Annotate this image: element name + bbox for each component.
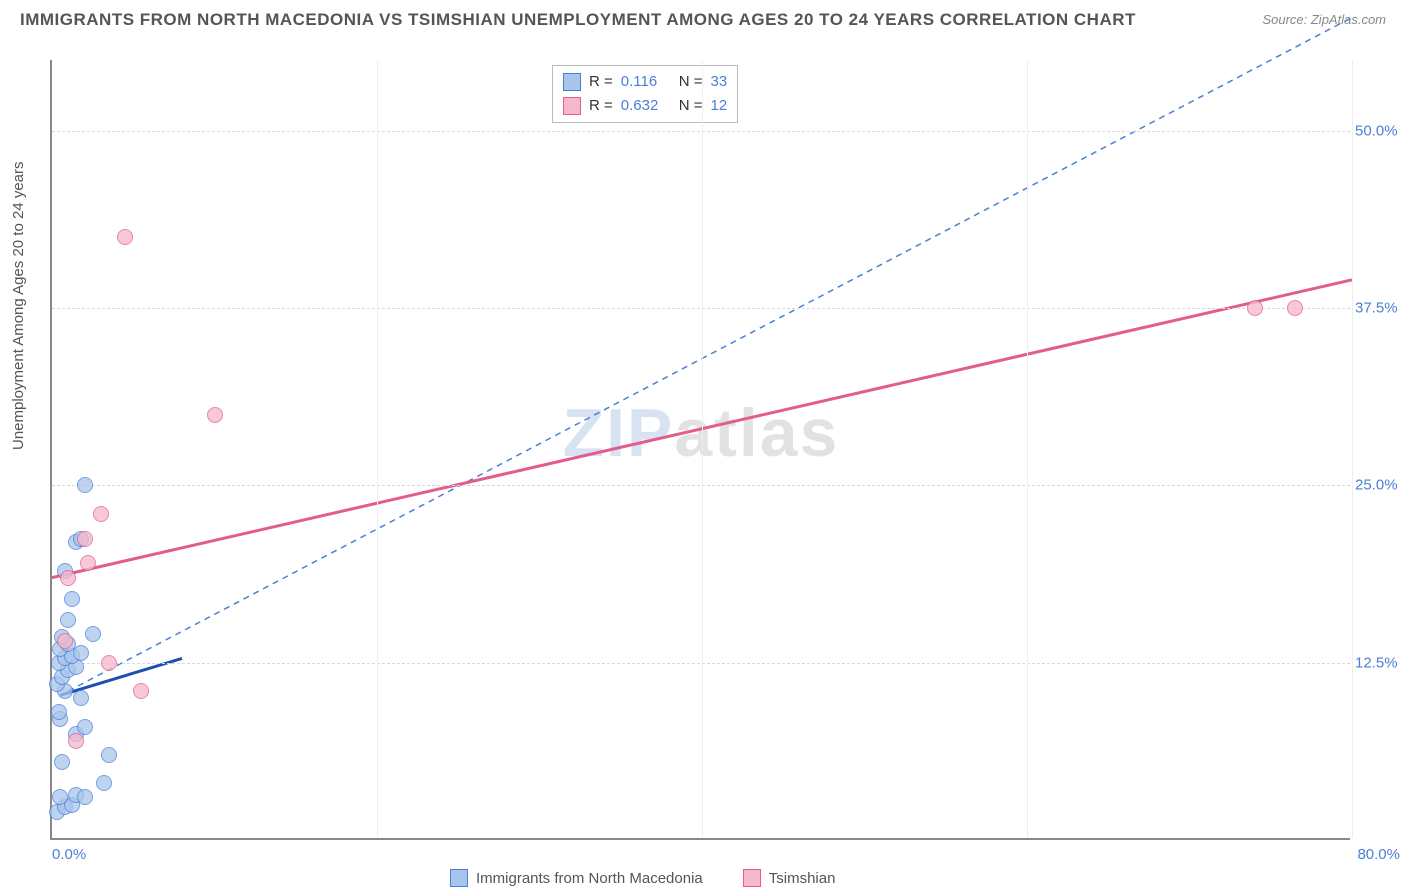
- n-value: 12: [711, 94, 728, 118]
- y-tick-label: 25.0%: [1355, 477, 1406, 494]
- n-value: 33: [711, 70, 728, 94]
- r-label: R =: [589, 70, 613, 94]
- x-tick-min: 0.0%: [52, 846, 86, 863]
- y-tick-label: 12.5%: [1355, 654, 1406, 671]
- gridline-h: [52, 131, 1350, 132]
- data-point: [77, 531, 93, 547]
- legend-series-label: Immigrants from North Macedonia: [476, 870, 703, 887]
- data-point: [68, 733, 84, 749]
- gridline-v: [702, 60, 703, 838]
- data-point: [207, 407, 223, 423]
- gridline-v: [1027, 60, 1028, 838]
- r-value: 0.116: [621, 70, 671, 94]
- gridline-h: [52, 485, 1350, 486]
- y-axis-label: Unemployment Among Ages 20 to 24 years: [10, 161, 27, 450]
- data-point: [80, 555, 96, 571]
- gridline-h: [52, 663, 1350, 664]
- legend-series-item: Tsimshian: [743, 869, 836, 887]
- data-point: [77, 477, 93, 493]
- n-label: N =: [679, 70, 703, 94]
- legend-series-label: Tsimshian: [769, 870, 836, 887]
- data-point: [85, 626, 101, 642]
- data-point: [73, 690, 89, 706]
- legend-swatch: [563, 73, 581, 91]
- data-point: [101, 747, 117, 763]
- legend-swatch: [743, 869, 761, 887]
- data-point: [60, 612, 76, 628]
- y-tick-label: 50.0%: [1355, 122, 1406, 139]
- legend-swatch: [450, 869, 468, 887]
- lines-layer: [52, 60, 1350, 838]
- data-point: [1247, 300, 1263, 316]
- r-label: R =: [589, 94, 613, 118]
- r-value: 0.632: [621, 94, 671, 118]
- legend-swatch: [563, 97, 581, 115]
- source-label: Source: ZipAtlas.com: [1262, 12, 1386, 27]
- legend-stats: R = 0.116 N = 33 R = 0.632 N = 12: [552, 65, 738, 123]
- chart-title: IMMIGRANTS FROM NORTH MACEDONIA VS TSIMS…: [20, 10, 1136, 30]
- data-point: [93, 506, 109, 522]
- plot-area: ZIPatlas R =0.116N =33R =0.632N =12 0.0%…: [50, 60, 1350, 840]
- legend-series-item: Immigrants from North Macedonia: [450, 869, 703, 887]
- x-tick-max: 80.0%: [1357, 846, 1400, 863]
- data-point: [101, 655, 117, 671]
- data-point: [77, 789, 93, 805]
- gridline-v: [1352, 60, 1353, 838]
- y-tick-label: 37.5%: [1355, 300, 1406, 317]
- gridline-h: [52, 308, 1350, 309]
- data-point: [51, 704, 67, 720]
- data-point: [54, 754, 70, 770]
- data-point: [60, 570, 76, 586]
- data-point: [117, 229, 133, 245]
- legend-series: Immigrants from North Macedonia Tsimshian: [450, 869, 835, 887]
- data-point: [64, 591, 80, 607]
- data-point: [1287, 300, 1303, 316]
- data-point: [52, 789, 68, 805]
- gridline-v: [377, 60, 378, 838]
- data-point: [57, 633, 73, 649]
- data-point: [133, 683, 149, 699]
- data-point: [96, 775, 112, 791]
- n-label: N =: [679, 94, 703, 118]
